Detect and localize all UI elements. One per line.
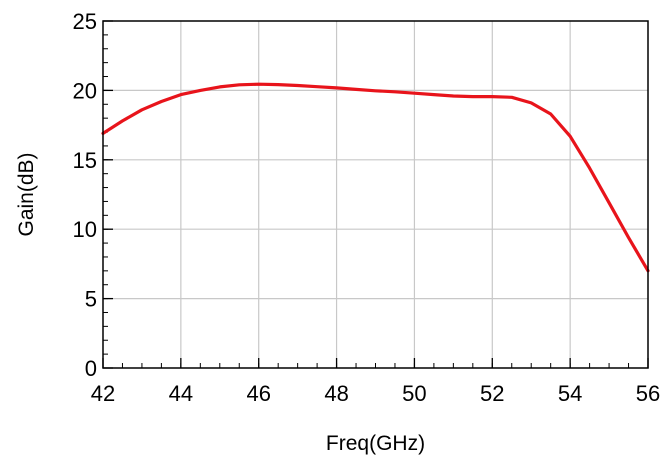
grid-lines xyxy=(103,21,648,368)
x-tick-label: 52 xyxy=(480,381,504,406)
plot-frame xyxy=(102,20,649,369)
y-tick-label: 5 xyxy=(85,287,97,312)
x-tick-label: 44 xyxy=(169,381,193,406)
minor-ticks xyxy=(102,20,649,369)
y-tick-label: 15 xyxy=(73,148,97,173)
y-tick-label: 10 xyxy=(73,217,97,242)
x-tick-label: 54 xyxy=(558,381,582,406)
x-tick-label: 48 xyxy=(324,381,348,406)
x-tick-label: 46 xyxy=(246,381,270,406)
x-axis-title: Freq(GHz) xyxy=(326,432,425,455)
gain-curve xyxy=(101,82,650,273)
x-tick-label: 50 xyxy=(402,381,426,406)
y-tick-label: 0 xyxy=(85,356,97,381)
data-series xyxy=(101,82,650,273)
y-axis-title: Gain(dB) xyxy=(15,152,38,236)
x-tick-label: 56 xyxy=(636,381,660,406)
x-tick-labels: 42 44 46 48 50 52 54 56 xyxy=(91,381,660,406)
y-tick-label: 20 xyxy=(73,78,97,103)
major-ticks xyxy=(102,20,649,369)
y-tick-labels: 0 5 10 15 20 25 xyxy=(73,9,97,381)
y-tick-label: 25 xyxy=(73,9,97,34)
x-tick-label: 42 xyxy=(91,381,115,406)
